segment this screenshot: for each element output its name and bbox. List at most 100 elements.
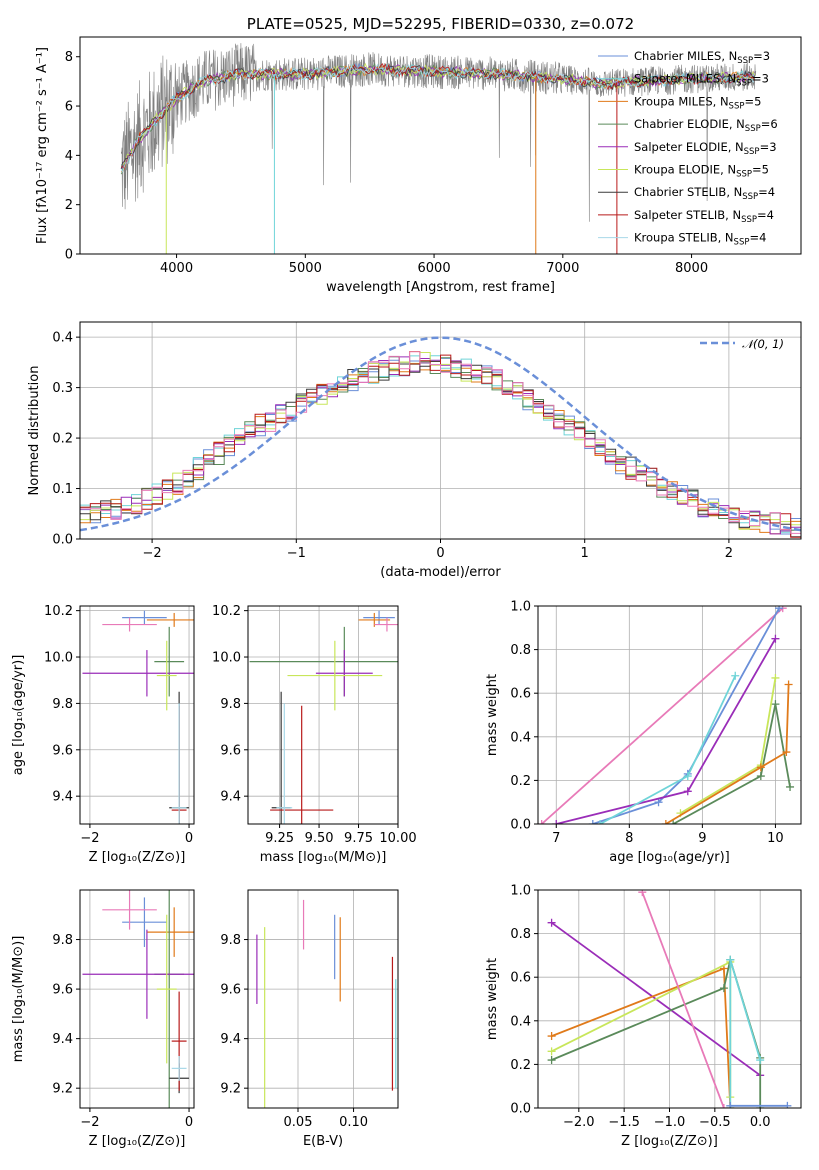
legend-label-tail: =4: [757, 208, 774, 222]
legend-label-main: Salpeter ELODIE, N: [634, 140, 744, 154]
x-tick-label: 10: [767, 831, 784, 846]
mass-weight-line: [556, 638, 777, 824]
legend-label-tail: =4: [749, 231, 766, 245]
legend-label-sub: SSP: [736, 79, 752, 89]
y-tick-label: 9.6: [220, 983, 241, 998]
legend-label-tail: =5: [752, 163, 769, 177]
y-tick-label: 0.4: [510, 730, 531, 745]
y-tick-label: 2: [65, 198, 73, 213]
y-tick-label: 9.4: [52, 790, 73, 805]
data-point-marker: [638, 890, 647, 897]
x-tick-label: 7000: [546, 261, 579, 276]
x-tick-label: 0.0: [750, 1115, 771, 1130]
data-point-marker: [683, 787, 692, 796]
data-point-marker: [784, 680, 793, 689]
plot-area: [547, 890, 792, 1108]
legend-label-tail: =4: [758, 185, 775, 199]
legend-label-sub: SSP: [745, 124, 761, 134]
legend-label-main: Chabrier ELODIE, N: [634, 117, 745, 131]
legend-label-sub: SSP: [741, 215, 757, 225]
data-point-marker: [669, 820, 678, 824]
x-axis-label: wavelength [Angstrom, rest frame]: [326, 280, 555, 295]
x-tick-label: 0.05: [284, 1115, 313, 1130]
y-tick-label: 0.4: [52, 331, 73, 346]
plot-area: [538, 606, 795, 824]
x-tick-label: 10.00: [379, 831, 416, 846]
data-point-marker: [547, 918, 556, 927]
data-point-marker: [775, 606, 784, 613]
x-axis-label: Z [log₁₀(Z/Z⊙)]: [89, 1134, 186, 1149]
y-tick-label: 9.6: [52, 743, 73, 758]
legend-label: Kroupa ELODIE, NSSP=5: [634, 163, 769, 180]
y-tick-label: 0.4: [510, 1014, 531, 1029]
x-tick-label: 8000: [675, 261, 708, 276]
legend-label-main: Kroupa MILES, N: [634, 94, 729, 108]
y-tick-label: 9.6: [52, 983, 73, 998]
x-tick-label: −1.5: [608, 1115, 640, 1130]
y-axis-label: age [log₁₀(age/yr)]: [11, 655, 26, 776]
normal-distribution-curve: [80, 336, 801, 532]
y-axis-label: Normed distribution: [27, 366, 42, 496]
x-tick-label: −0.5: [699, 1115, 731, 1130]
plot-area: [82, 610, 194, 824]
y-tick-label: 1.0: [510, 600, 531, 615]
x-tick-label: −1.0: [654, 1115, 686, 1130]
legend-label-main: Chabrier MILES, N: [634, 49, 737, 63]
axes-frame: [79, 36, 802, 255]
data-point-marker: [771, 634, 780, 643]
axes-frame: [537, 889, 802, 1109]
x-tick-label: −2.0: [563, 1115, 595, 1130]
x-tick-label: 8: [625, 831, 633, 846]
legend-label-main: Kroupa STELIB, N: [634, 231, 734, 245]
model-spectrum-line: [120, 63, 755, 173]
legend-label-sub: SSP: [734, 238, 750, 248]
x-axis-label: (data-model)/error: [380, 565, 501, 580]
y-tick-label: 0.1: [52, 482, 73, 497]
y-tick-label: 9.4: [220, 790, 241, 805]
data-point-marker: [786, 782, 795, 791]
model-spectrum-line: [121, 62, 756, 166]
data-point-marker: [756, 1056, 765, 1065]
legend-label: Salpeter STELIB, NSSP=4: [634, 208, 774, 225]
mass-weight-line: [672, 703, 791, 824]
legend-label-tail: =6: [761, 117, 778, 131]
y-axis-label: mass [log₁₀(M/M⊙)]: [11, 936, 26, 1063]
data-point-marker: [654, 798, 663, 807]
mass-weight-line: [592, 607, 780, 824]
mass-weight-line: [729, 959, 762, 1108]
data-point-marker: [719, 984, 728, 993]
mass-weight-line: [541, 607, 784, 824]
legend-label-sub: SSP: [736, 170, 752, 180]
y-tick-label: 4: [65, 149, 73, 164]
y-tick-label: 9.2: [220, 1082, 241, 1097]
data-point-marker: [547, 1056, 556, 1065]
y-tick-label: 9.8: [220, 697, 241, 712]
y-tick-label: 9.8: [52, 933, 73, 948]
data-point-marker: [726, 955, 735, 964]
x-tick-label: 4000: [160, 261, 193, 276]
legend-label: Kroupa STELIB, NSSP=4: [634, 231, 766, 248]
legend-label: Salpeter MILES, NSSP=3: [634, 72, 769, 89]
axes-frame: [79, 605, 195, 825]
x-axis-label: age [log₁₀(age/yr)]: [609, 850, 730, 865]
y-tick-label: 0.6: [510, 687, 531, 702]
plot-area: [249, 610, 398, 824]
model-spectrum-line: [120, 65, 755, 169]
x-tick-label: 0: [185, 1115, 193, 1130]
y-tick-label: 6: [65, 100, 73, 115]
data-point-marker: [683, 772, 692, 781]
x-tick-label: −2: [80, 831, 99, 846]
y-tick-label: 0.0: [52, 533, 73, 548]
legend-label-tail: =5: [744, 94, 761, 108]
legend-label: Chabrier STELIB, NSSP=4: [634, 185, 775, 202]
y-axis-label: mass weight: [485, 958, 500, 1040]
data-point-marker: [547, 1032, 556, 1041]
y-tick-label: 0.2: [510, 1058, 531, 1073]
y-tick-label: 8: [65, 50, 73, 65]
data-point-marker: [783, 1101, 792, 1108]
legend-label-sub: SSP: [744, 147, 760, 157]
data-point-marker: [547, 1047, 556, 1056]
legend-label: Chabrier MILES, NSSP=3: [634, 49, 770, 66]
data-point-marker: [552, 820, 561, 824]
